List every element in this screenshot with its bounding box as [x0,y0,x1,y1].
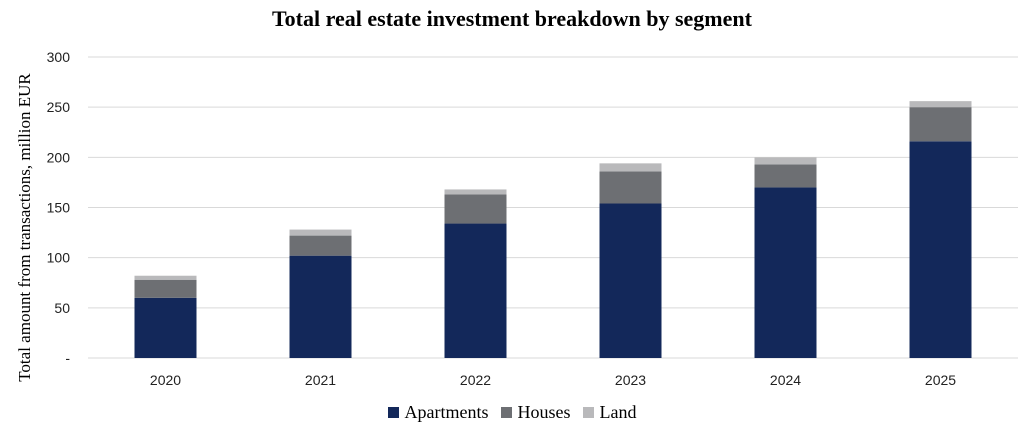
bar-apartments-2024 [754,187,817,358]
x-tick-label: 2020 [150,372,181,388]
y-tick-label: 50 [54,300,70,316]
legend-item-land: Land [582,402,637,423]
y-tick-label: 100 [47,250,71,266]
bar-land-2022 [444,189,507,195]
x-tick-label: 2024 [770,372,801,388]
legend-label: Land [599,402,637,422]
x-tick-label: 2021 [305,372,336,388]
legend-label: Houses [517,402,571,422]
bar-houses-2023 [599,171,662,204]
legend: Apartments Houses Land [0,402,1024,423]
bar-apartments-2022 [444,223,507,358]
bar-houses-2022 [444,194,507,224]
bar-houses-2025 [909,107,972,142]
legend-item-apartments: Apartments [387,402,489,423]
bar-land-2024 [754,157,817,165]
legend-swatch [582,407,594,418]
legend-swatch [500,407,512,418]
bar-land-2023 [599,163,662,172]
y-tick-label: 300 [47,49,71,65]
bar-land-2025 [909,101,972,108]
y-axis-label: Total amount from transactions, million … [15,73,34,382]
bar-land-2021 [289,229,352,236]
legend-label: Apartments [404,402,489,422]
bar-apartments-2020 [134,297,197,358]
x-tick-label: 2023 [615,372,646,388]
bar-houses-2024 [754,164,817,188]
y-tick-label: - [65,350,70,366]
bar-apartments-2025 [909,141,972,358]
bar-houses-2021 [289,235,352,256]
x-tick-label: 2022 [460,372,491,388]
x-tick-label: 2025 [925,372,956,388]
bar-houses-2020 [134,279,197,298]
chart-title: Total real estate investment breakdown b… [272,6,752,31]
y-tick-label: 200 [47,149,71,165]
legend-swatch [387,407,399,418]
legend-item-houses: Houses [500,402,571,423]
bar-land-2020 [134,275,197,280]
y-tick-label: 250 [47,99,71,115]
y-tick-label: 150 [47,200,71,216]
bar-apartments-2023 [599,203,662,358]
bar-apartments-2021 [289,255,352,358]
